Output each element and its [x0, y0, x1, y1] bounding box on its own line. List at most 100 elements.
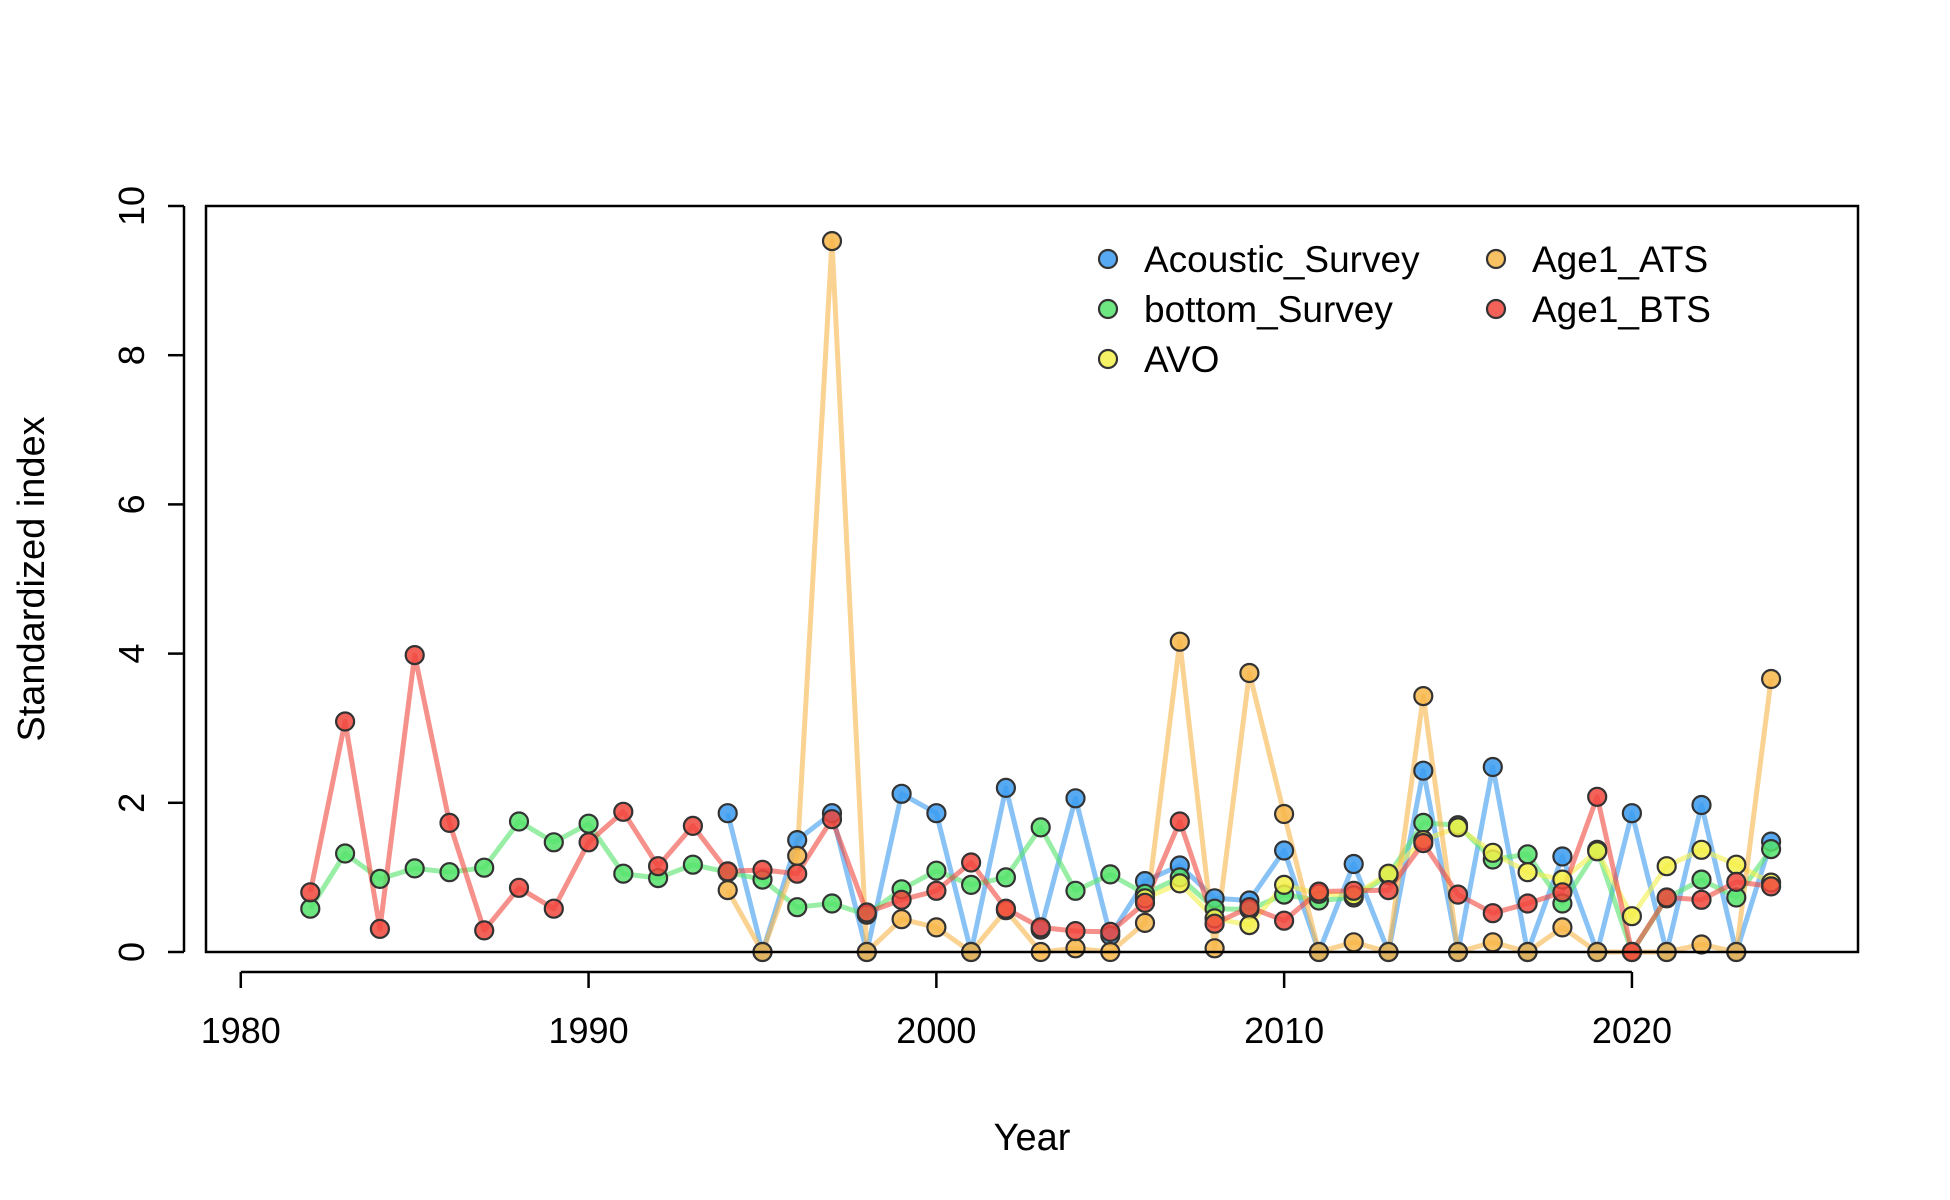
- legend: Acoustic_Survey bottom_Survey AVO Age1_ATS A…: [1097, 239, 1711, 380]
- data-point: [1552, 846, 1573, 867]
- data-point: [1343, 880, 1364, 901]
- data-point: [1760, 668, 1782, 690]
- data-point: [1691, 869, 1712, 890]
- data-point: [647, 856, 669, 877]
- data-point: [1239, 897, 1260, 918]
- data-point: [1517, 893, 1538, 914]
- data-point: [335, 711, 356, 732]
- data-point: [1691, 839, 1712, 860]
- x-axis: 1980 1990 2000 2010 2020: [201, 970, 1672, 1051]
- data-point: [508, 877, 530, 898]
- data-point: [787, 897, 808, 918]
- data-point: [787, 863, 808, 884]
- x-tick-label: 2020: [1592, 1010, 1672, 1051]
- data-point: [1517, 862, 1538, 883]
- data-point: [1308, 881, 1330, 902]
- data-point: [926, 880, 947, 901]
- data-point: [1621, 803, 1643, 824]
- data-point: [1413, 760, 1434, 781]
- data-point: [578, 832, 599, 853]
- legend-label: Acoustic_Survey: [1144, 239, 1420, 280]
- series-line-age1-bts: [307, 652, 1772, 955]
- data-point: [821, 809, 843, 830]
- data-point: [1273, 803, 1295, 825]
- plot-frame: [204, 204, 1860, 954]
- data-point: [404, 644, 425, 666]
- data-point: [1726, 854, 1747, 875]
- data-point: [369, 868, 390, 890]
- data-point: [1413, 832, 1434, 854]
- x-tick-label: 2010: [1244, 1010, 1324, 1051]
- data-point: [1760, 876, 1782, 897]
- data-point: [543, 832, 564, 853]
- x-tick-label: 2000: [896, 1010, 976, 1051]
- data-point: [717, 803, 738, 824]
- data-point: [1656, 856, 1677, 877]
- data-point: [439, 862, 460, 883]
- data-point: [1134, 892, 1156, 913]
- data-point: [578, 813, 599, 834]
- data-point: [752, 859, 773, 881]
- data-point: [1169, 631, 1190, 652]
- data-point: [891, 889, 912, 910]
- data-point: [787, 845, 808, 866]
- series-points: [300, 231, 1782, 963]
- y-tick-label: 2: [111, 793, 152, 813]
- y-axis-title: Standardized index: [11, 416, 53, 741]
- data-point: [995, 867, 1017, 888]
- data-point: [926, 803, 947, 824]
- data-point: [1065, 880, 1086, 901]
- data-point: [1204, 913, 1225, 934]
- data-point: [1030, 917, 1051, 938]
- data-point: [1691, 794, 1712, 816]
- data-point: [1343, 932, 1364, 953]
- data-point: [508, 811, 530, 832]
- data-point: [1065, 938, 1086, 959]
- data-point: [717, 879, 738, 901]
- data-point: [960, 874, 982, 896]
- x-axis-title: Year: [994, 1117, 1071, 1159]
- data-point: [1587, 841, 1608, 862]
- data-point: [995, 898, 1017, 919]
- data-point: [1273, 910, 1295, 931]
- data-point: [404, 858, 425, 879]
- data-point: [613, 863, 634, 884]
- data-point: [995, 777, 1017, 799]
- data-point: [1169, 873, 1190, 894]
- data-point: [1691, 934, 1712, 955]
- data-point: [1065, 920, 1086, 942]
- data-point: [474, 920, 495, 941]
- data-point: [1621, 906, 1643, 927]
- data-point: [1134, 912, 1156, 934]
- data-point: [543, 898, 564, 919]
- data-point: [1273, 874, 1295, 896]
- legend-marker: [1097, 348, 1119, 370]
- data-point: [1100, 921, 1121, 943]
- data-point: [856, 902, 877, 923]
- data-point: [1482, 756, 1503, 778]
- legend-label: Age1_BTS: [1532, 289, 1711, 330]
- data-point: [1447, 817, 1469, 838]
- legend-marker: [1097, 248, 1119, 270]
- data-point: [891, 909, 912, 930]
- legend-marker: [1485, 248, 1507, 270]
- data-point: [1482, 932, 1503, 953]
- data-point: [1691, 889, 1712, 910]
- y-tick-label: 0: [111, 942, 152, 962]
- data-point: [1204, 938, 1225, 959]
- data-point: [821, 893, 843, 914]
- data-point: [926, 917, 947, 938]
- data-point: [1273, 840, 1295, 861]
- data-point: [613, 801, 634, 822]
- y-tick-label: 6: [111, 494, 152, 514]
- data-point: [1552, 917, 1573, 938]
- data-point: [335, 843, 356, 864]
- data-point: [1065, 788, 1086, 809]
- data-point: [1517, 844, 1538, 865]
- y-tick-label: 4: [111, 644, 152, 664]
- data-point: [1378, 879, 1399, 901]
- data-point: [1413, 812, 1434, 834]
- data-point: [717, 861, 738, 882]
- data-point: [960, 852, 982, 873]
